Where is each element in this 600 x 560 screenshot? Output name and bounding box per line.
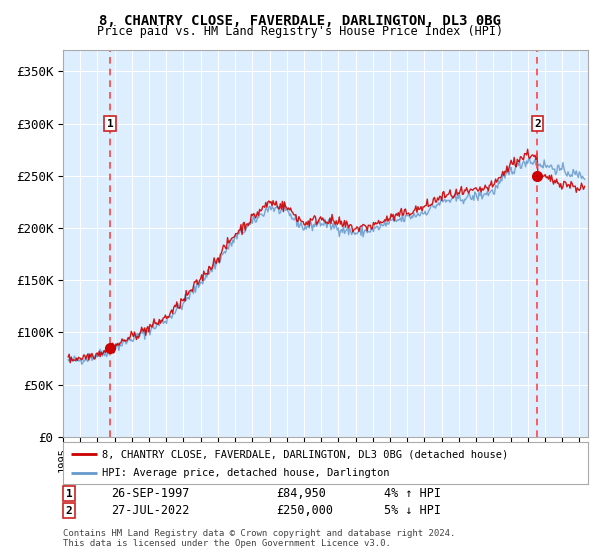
Text: 4% ↑ HPI: 4% ↑ HPI xyxy=(384,487,441,501)
Text: 26-SEP-1997: 26-SEP-1997 xyxy=(111,487,190,501)
Text: 2: 2 xyxy=(65,506,73,516)
Text: 5% ↓ HPI: 5% ↓ HPI xyxy=(384,504,441,517)
Text: 1: 1 xyxy=(65,489,73,499)
Text: 8, CHANTRY CLOSE, FAVERDALE, DARLINGTON, DL3 0BG: 8, CHANTRY CLOSE, FAVERDALE, DARLINGTON,… xyxy=(99,14,501,28)
Text: Contains HM Land Registry data © Crown copyright and database right 2024.: Contains HM Land Registry data © Crown c… xyxy=(63,529,455,538)
Text: This data is licensed under the Open Government Licence v3.0.: This data is licensed under the Open Gov… xyxy=(63,539,391,548)
Text: 8, CHANTRY CLOSE, FAVERDALE, DARLINGTON, DL3 0BG (detached house): 8, CHANTRY CLOSE, FAVERDALE, DARLINGTON,… xyxy=(103,449,509,459)
Text: 27-JUL-2022: 27-JUL-2022 xyxy=(111,504,190,517)
Text: £84,950: £84,950 xyxy=(276,487,326,501)
Text: £250,000: £250,000 xyxy=(276,504,333,517)
Text: 1: 1 xyxy=(107,119,113,128)
Text: Price paid vs. HM Land Registry's House Price Index (HPI): Price paid vs. HM Land Registry's House … xyxy=(97,25,503,38)
Text: HPI: Average price, detached house, Darlington: HPI: Average price, detached house, Darl… xyxy=(103,468,390,478)
Text: 2: 2 xyxy=(534,119,541,128)
